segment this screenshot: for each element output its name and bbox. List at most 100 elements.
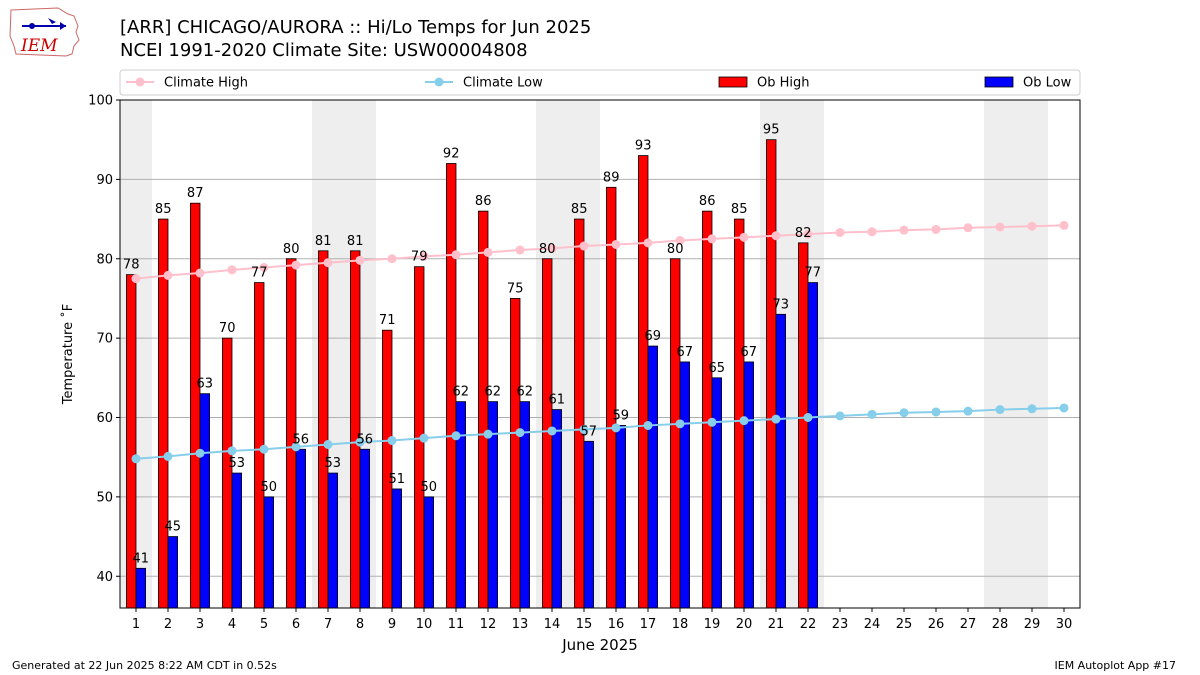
x-tick-label-19: 19 (704, 617, 721, 632)
ob-high-label-day-1: 78 (123, 258, 140, 273)
ob-high-bar-day-12 (477, 210, 489, 609)
climate-low-point-day-25 (899, 408, 909, 418)
climate-high-point-day-25 (899, 225, 909, 235)
ob-high-bar-day-20 (734, 218, 745, 609)
ob-low-bar-day-7 (327, 472, 339, 609)
ob-high-bar-day-4 (221, 337, 233, 609)
ob-low-bar-day-10 (423, 496, 435, 609)
x-tick-label-6: 6 (292, 617, 300, 632)
ob-high-label-day-8: 81 (347, 234, 364, 249)
ob-high-label-day-5: 77 (251, 266, 268, 281)
climate-low-legend-label: Climate Low (463, 76, 543, 91)
x-tick-label-30: 30 (1056, 617, 1073, 632)
ob-low-label-day-3: 63 (197, 377, 214, 392)
climate-high-point-day-2 (163, 270, 173, 280)
climate-low-point-day-10 (419, 433, 429, 443)
x-tick-label-16: 16 (608, 617, 625, 632)
x-tick-label-24: 24 (864, 617, 881, 632)
ob-high-bar-day-15 (574, 218, 585, 609)
climate-high-point-day-10 (419, 251, 429, 261)
logo-text: IEM (20, 36, 58, 56)
climate-low-point-day-1 (131, 454, 141, 464)
ob-low-bar-day-2 (167, 536, 179, 609)
climate-low-point-day-7 (323, 439, 333, 449)
climate-low-point-day-6 (291, 442, 301, 452)
climate-high-point-day-21 (771, 231, 781, 241)
ob-high-label-day-11: 92 (443, 147, 460, 162)
ob-low-bar-day-4 (231, 472, 243, 609)
ob-high-label-day-19: 86 (699, 194, 716, 209)
climate-high-point-day-22 (803, 229, 813, 239)
x-tick-label-13: 13 (512, 617, 529, 632)
x-tick-label-2: 2 (164, 617, 172, 632)
ob-high-label-day-16: 89 (603, 170, 620, 185)
x-tick-label-29: 29 (1024, 617, 1041, 632)
ob-high-label-day-17: 93 (635, 139, 652, 154)
climate-high-point-day-1 (131, 274, 141, 284)
ob-high-bar-day-7 (317, 250, 329, 609)
climate-low-point-day-12 (483, 429, 493, 439)
climate-low-point-day-4 (227, 446, 237, 456)
ob-low-bar-day-21 (775, 313, 787, 609)
climate-low-point-day-29 (1027, 404, 1037, 414)
weekend-shade-day-28 (984, 100, 1016, 608)
ob-high-label-day-14: 80 (539, 242, 556, 257)
x-tick-label-12: 12 (480, 617, 497, 632)
climate-low-point-day-20 (739, 416, 749, 426)
ob-low-label-day-18: 67 (677, 345, 694, 360)
climate-high-point-day-26 (931, 224, 941, 234)
ob-low-label-day-1: 41 (133, 551, 150, 566)
climate-high-point-day-6 (291, 260, 301, 270)
ob-low-bar-day-17 (647, 345, 659, 609)
ob-high-bar-day-21 (766, 139, 777, 609)
climate-low-point-day-15 (579, 424, 589, 434)
plot-frame (119, 99, 1081, 609)
climate-low-point-day-22 (803, 413, 813, 422)
y-tick-label-40: 40 (96, 570, 113, 585)
ob-low-bar-day-3 (199, 393, 211, 609)
y-tick-label-80: 80 (96, 252, 113, 267)
y-tick-label-100: 100 (88, 94, 113, 109)
climate-low-point-day-13 (515, 428, 525, 438)
ob-high-label-day-3: 87 (187, 186, 204, 201)
climate-low-point-day-9 (387, 436, 397, 446)
chart-subtitle: NCEI 1991-2020 Climate Site: USW00004808 (120, 40, 528, 61)
climate-high-point-day-11 (451, 250, 461, 260)
ob-high-label-day-9: 71 (379, 313, 396, 328)
y-tick-label-90: 90 (96, 173, 113, 188)
x-tick-label-17: 17 (640, 617, 657, 632)
x-tick-label-23: 23 (832, 617, 849, 632)
climate-low-point-day-21 (771, 414, 781, 424)
y-axis-label: Temperature ˚F (60, 304, 76, 405)
x-tick-label-5: 5 (260, 617, 268, 632)
ob-low-label-day-21: 73 (773, 297, 790, 312)
climate-low-point-day-26 (931, 407, 941, 417)
ob-high-label-day-15: 85 (571, 202, 588, 217)
climate-low-legend-marker (434, 77, 444, 87)
ob-high-label-day-2: 85 (155, 202, 172, 217)
x-tick-label-1: 1 (132, 617, 140, 632)
ob-high-label-day-6: 80 (283, 242, 300, 257)
climate-low-point-day-19 (707, 417, 717, 427)
x-tick-label-22: 22 (800, 617, 817, 632)
climate-high-point-day-15 (579, 241, 589, 251)
ob-low-bar-day-18 (679, 361, 691, 609)
ob-low-legend-swatch (984, 76, 1014, 88)
ob-low-bar-day-22 (807, 282, 819, 609)
climate-low-point-day-28 (995, 405, 1005, 415)
ob-low-label-day-12: 62 (485, 385, 502, 400)
x-tick-label-20: 20 (736, 617, 753, 632)
climate-low-point-day-18 (675, 419, 685, 429)
ob-high-bar-day-3 (189, 202, 201, 609)
x-tick-label-21: 21 (768, 617, 785, 632)
ob-low-label-day-11: 62 (453, 385, 470, 400)
ob-low-bar-day-5 (263, 496, 275, 609)
ob-low-bar-day-6 (295, 448, 307, 609)
ob-low-label-day-14: 61 (549, 393, 566, 408)
ob-low-label-day-7: 53 (325, 456, 342, 471)
ob-low-legend-label: Ob Low (1023, 76, 1072, 91)
climate-high-point-day-9 (387, 254, 397, 264)
ob-high-label-day-22: 82 (795, 226, 812, 241)
ob-high-bar-day-17 (638, 155, 649, 609)
